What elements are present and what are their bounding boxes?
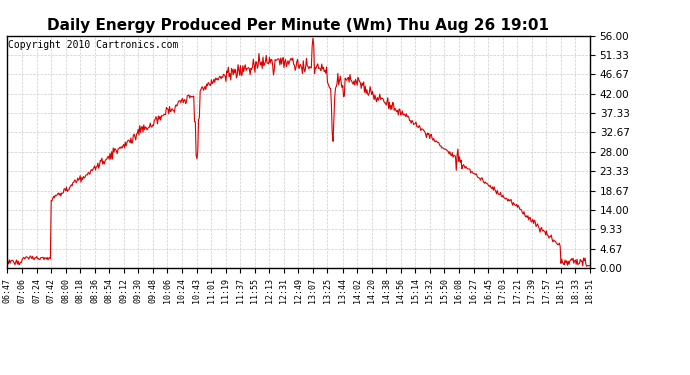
Title: Daily Energy Produced Per Minute (Wm) Thu Aug 26 19:01: Daily Energy Produced Per Minute (Wm) Th… <box>48 18 549 33</box>
Text: Copyright 2010 Cartronics.com: Copyright 2010 Cartronics.com <box>8 40 179 50</box>
